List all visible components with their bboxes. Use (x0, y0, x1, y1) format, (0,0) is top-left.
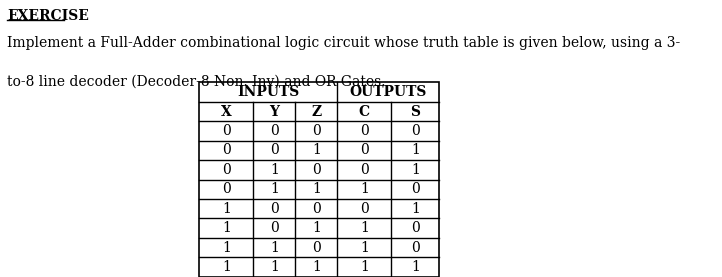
Text: OUTPUTS: OUTPUTS (349, 85, 427, 99)
Text: 1: 1 (222, 260, 231, 274)
Text: X: X (221, 104, 232, 119)
Text: 0: 0 (360, 124, 369, 138)
Text: 1: 1 (312, 221, 321, 235)
Text: 1: 1 (270, 241, 279, 255)
Text: 1: 1 (411, 202, 419, 216)
Text: 0: 0 (360, 163, 369, 177)
Text: 1: 1 (270, 260, 279, 274)
Text: EXERCISE: EXERCISE (7, 9, 90, 24)
Text: 0: 0 (411, 221, 419, 235)
Text: 0: 0 (270, 143, 279, 157)
Text: Z: Z (311, 104, 321, 119)
Text: 0: 0 (411, 182, 419, 196)
Text: 0: 0 (270, 202, 279, 216)
Text: INPUTS: INPUTS (238, 85, 300, 99)
Text: 0: 0 (360, 143, 369, 157)
Text: 1: 1 (411, 143, 419, 157)
Text: 0: 0 (312, 241, 321, 255)
Text: 1: 1 (411, 163, 419, 177)
Text: 1: 1 (270, 182, 279, 196)
Text: 1: 1 (222, 202, 231, 216)
Text: 0: 0 (222, 143, 231, 157)
Text: 0: 0 (222, 182, 231, 196)
Text: 1: 1 (360, 221, 369, 235)
Text: 0: 0 (222, 124, 231, 138)
Text: 0: 0 (360, 202, 369, 216)
Text: 1: 1 (222, 241, 231, 255)
Text: C: C (359, 104, 370, 119)
Text: 1: 1 (360, 241, 369, 255)
Text: 1: 1 (222, 221, 231, 235)
Text: Y: Y (269, 104, 279, 119)
Text: to-8 line decoder (Decoder-8 Non. Inv) and OR Gates.: to-8 line decoder (Decoder-8 Non. Inv) a… (7, 74, 386, 88)
Text: 0: 0 (222, 163, 231, 177)
Text: 0: 0 (312, 163, 321, 177)
Text: 0: 0 (312, 124, 321, 138)
Text: 1: 1 (360, 260, 369, 274)
Text: 0: 0 (270, 221, 279, 235)
Text: 0: 0 (270, 124, 279, 138)
Text: 1: 1 (270, 163, 279, 177)
Text: 1: 1 (312, 143, 321, 157)
Text: 0: 0 (411, 241, 419, 255)
Text: 1: 1 (312, 182, 321, 196)
Text: 1: 1 (360, 182, 369, 196)
Text: 1: 1 (312, 260, 321, 274)
Text: 0: 0 (411, 124, 419, 138)
Text: 0: 0 (312, 202, 321, 216)
Text: 1: 1 (411, 260, 419, 274)
Text: Implement a Full-Adder combinational logic circuit whose truth table is given be: Implement a Full-Adder combinational log… (7, 37, 681, 50)
Text: S: S (410, 104, 420, 119)
